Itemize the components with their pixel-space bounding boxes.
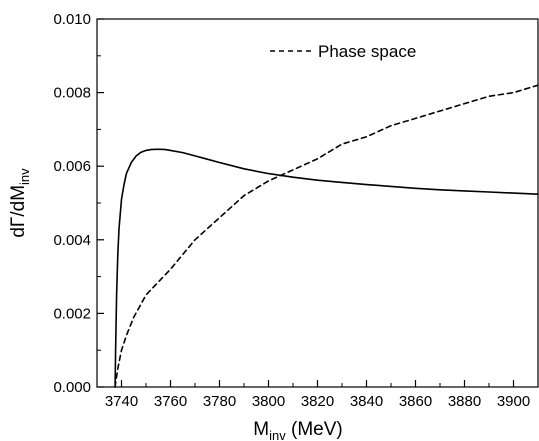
- x-tick-label: 3780: [203, 393, 236, 410]
- legend-label-phase-space: Phase space: [318, 42, 416, 61]
- y-tick-label: 0.006: [53, 158, 91, 175]
- x-tick-label: 3880: [448, 393, 481, 410]
- y-tick-label: 0.000: [53, 379, 91, 396]
- axis-ticks: 3740 3760 3780 3800 3820 3840 3860 3880 3900 0.00…: [53, 11, 539, 410]
- plot-frame: [96, 18, 539, 388]
- x-tick-label: 3740: [105, 393, 138, 410]
- series-line-solid: [114, 148, 539, 388]
- y-tick-label: 0.008: [53, 85, 91, 102]
- x-axis-label: Minv (MeV): [253, 419, 342, 441]
- x-tick-label: 3840: [350, 393, 383, 410]
- series-line-phase-space: [114, 84, 539, 388]
- x-tick-label: 3760: [154, 393, 187, 410]
- series-group: [114, 84, 539, 388]
- y-axis-label: dΓ/dMinv: [8, 168, 32, 238]
- x-tick-label: 3900: [497, 393, 530, 410]
- y-tick-label: 0.010: [53, 11, 91, 28]
- x-tick-label: 3860: [399, 393, 432, 410]
- legend: Phase space: [270, 42, 416, 61]
- x-tick-label: 3820: [301, 393, 334, 410]
- y-tick-label: 0.004: [53, 232, 91, 249]
- x-tick-label: 3800: [252, 393, 285, 410]
- y-tick-label: 0.002: [53, 305, 91, 322]
